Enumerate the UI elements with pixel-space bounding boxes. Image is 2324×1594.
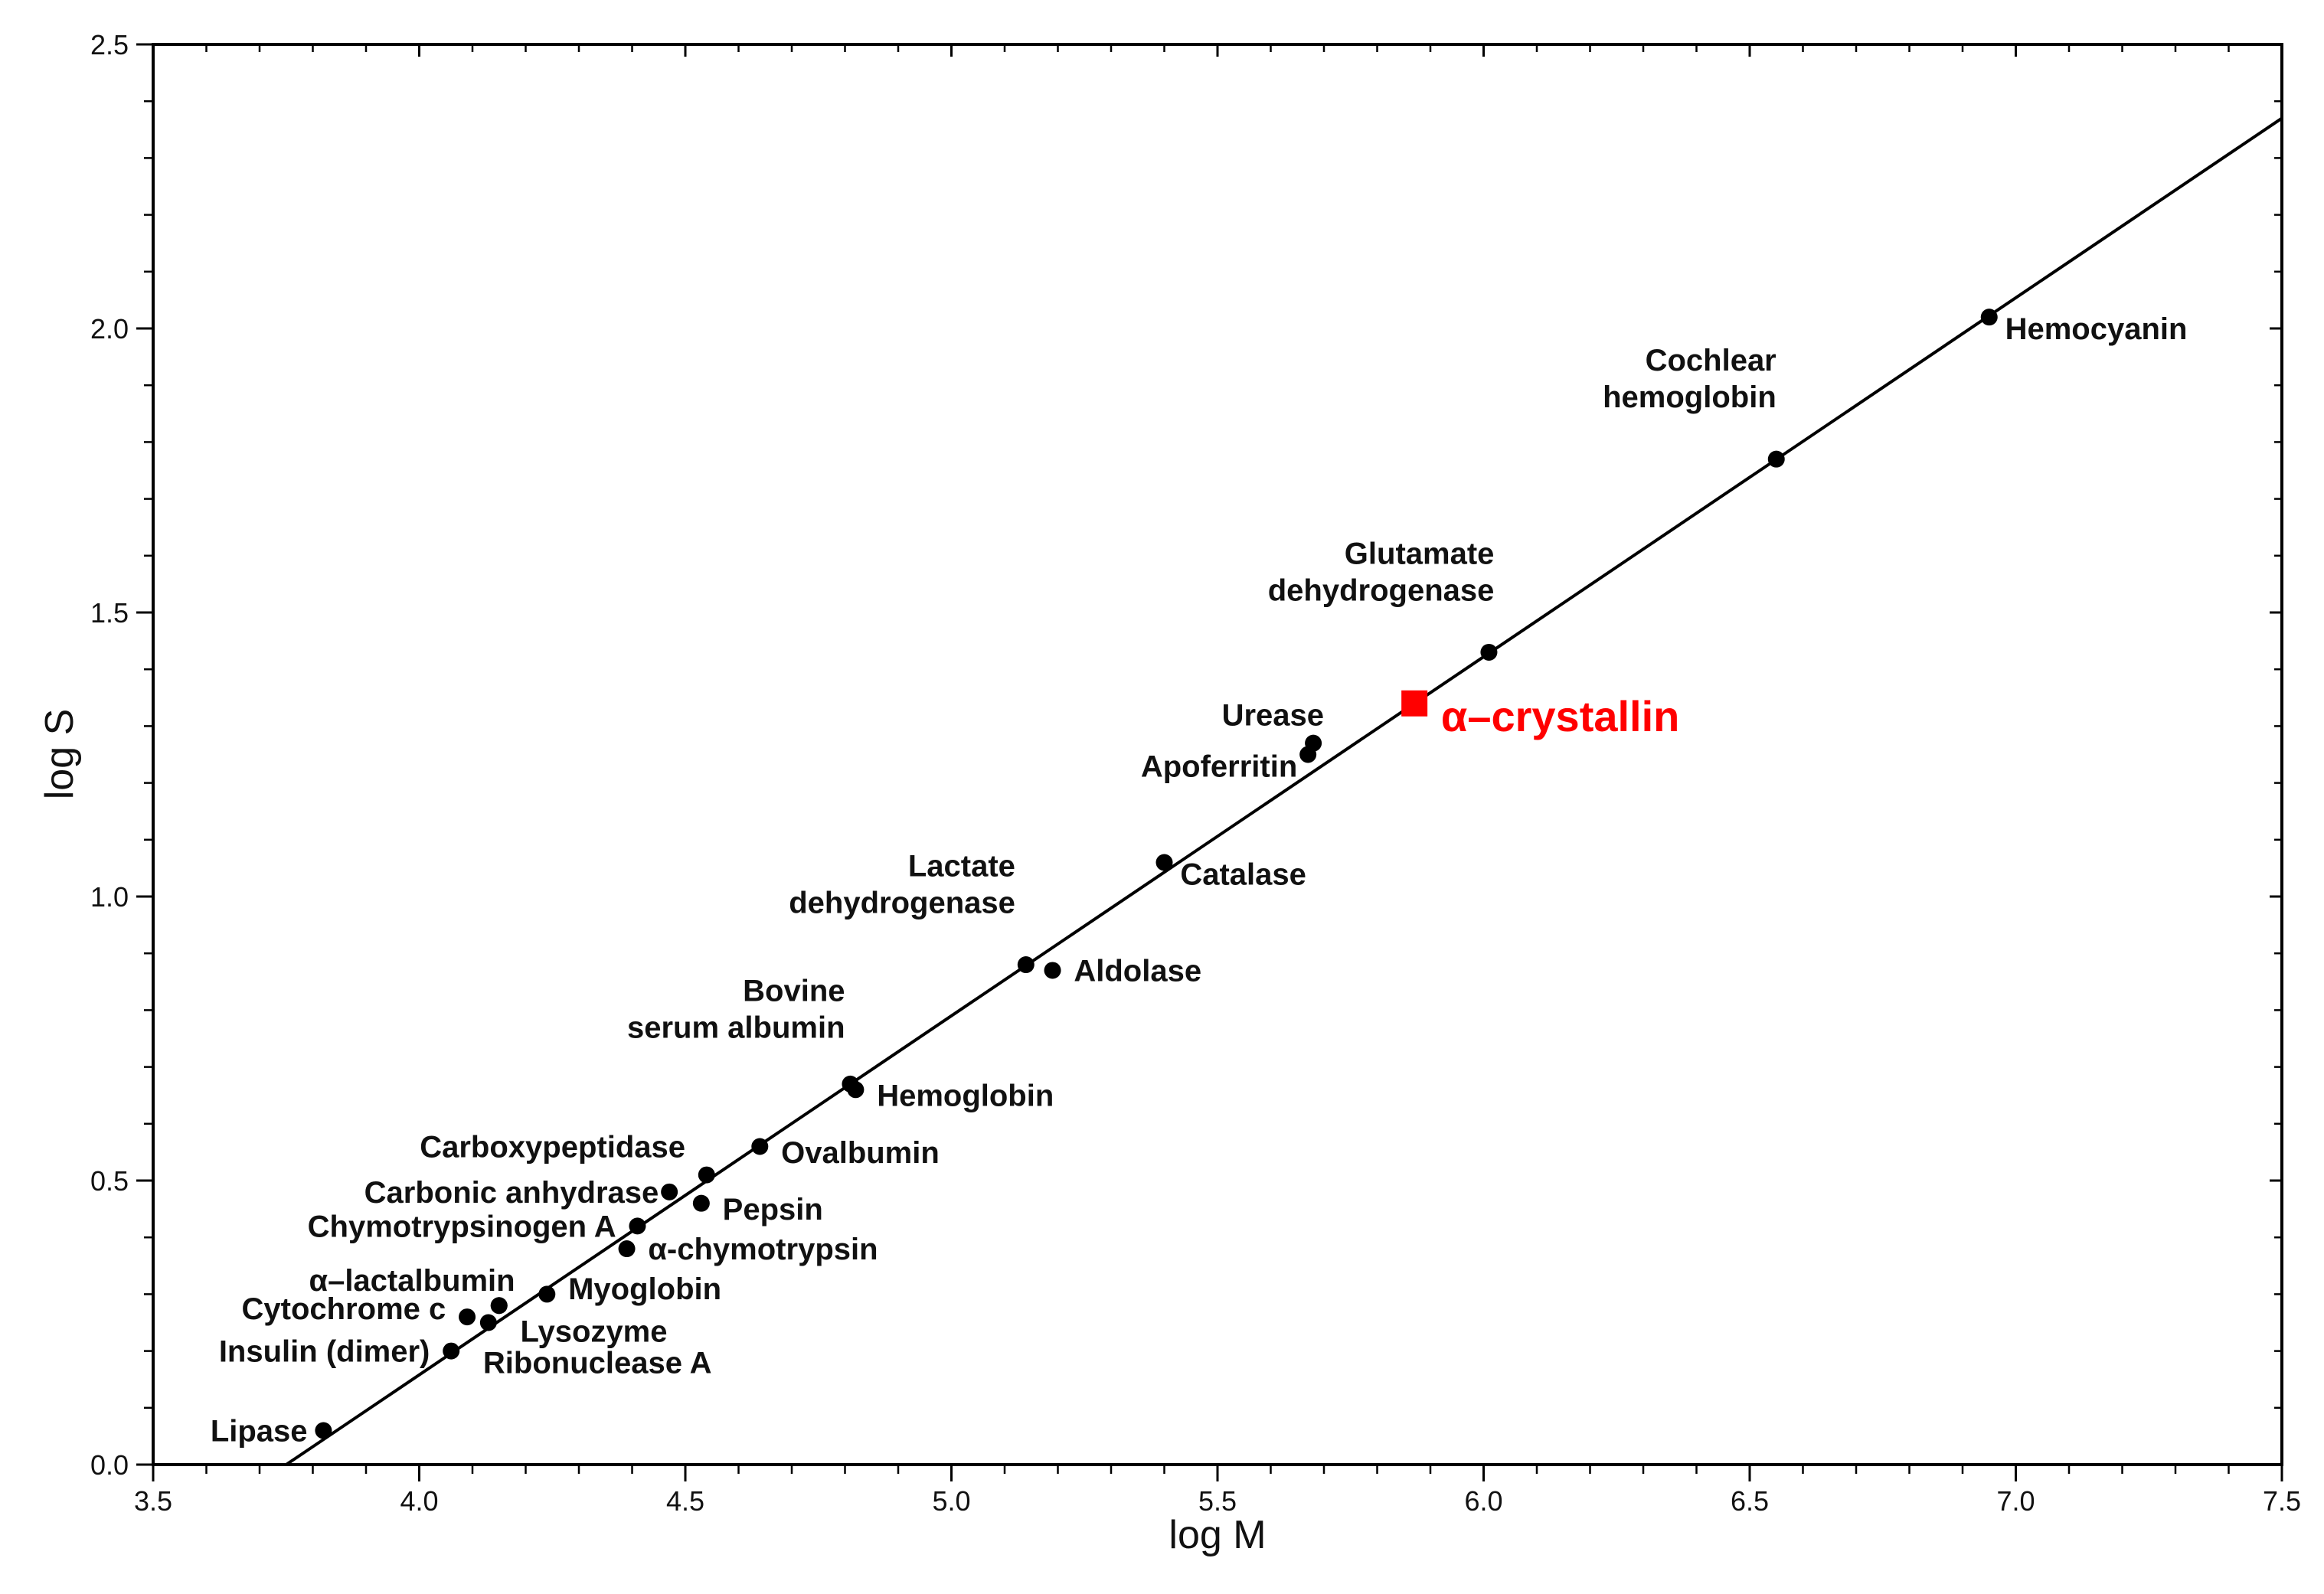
data-point (847, 1081, 865, 1099)
data-point (1480, 643, 1498, 661)
point-label: Cochlear (1646, 344, 1777, 377)
point-label: Catalase (1180, 857, 1306, 891)
axis-ticks: 3.5 4.0 4.5 5.0 5.5 6.0 6.5 7.0 7.5 0.0 0.5 1.0 1.5 2… (90, 29, 2301, 1517)
point-label: Carboxypeptidase (420, 1130, 685, 1164)
data-point (1017, 956, 1035, 974)
point-label: Urease (1222, 699, 1324, 733)
data-point (315, 1422, 332, 1439)
point-label: Apoferritin (1141, 750, 1297, 783)
point-label: Lipase (211, 1414, 308, 1448)
data-point (618, 1240, 636, 1258)
data-points (315, 309, 1998, 1439)
x-tick-label: 4.5 (666, 1485, 704, 1517)
data-point (538, 1285, 556, 1303)
highlight-label: α–crystallin (1441, 692, 1679, 740)
y-tick-label: 2.5 (90, 29, 129, 60)
point-label: serum albumin (627, 1011, 845, 1045)
x-tick-label: 5.0 (932, 1485, 970, 1517)
point-label: Bovine (743, 975, 845, 1008)
point-label: dehydrogenase (789, 886, 1015, 919)
point-label: Hemoglobin (877, 1080, 1054, 1113)
data-point (1767, 450, 1785, 468)
x-tick-label: 7.0 (1996, 1485, 2035, 1517)
point-label: Ribonuclease A (483, 1346, 712, 1380)
data-point (443, 1342, 460, 1360)
y-tick-label: 1.0 (90, 881, 129, 913)
point-label: hemoglobin (1603, 381, 1777, 414)
y-tick-label: 2.0 (90, 313, 129, 345)
x-tick-label: 4.0 (400, 1485, 438, 1517)
data-point (698, 1166, 715, 1184)
data-point (1155, 854, 1173, 871)
point-label: Glutamate (1345, 537, 1495, 570)
point-label: Insulin (dimer) (219, 1335, 430, 1369)
point-label: α–lactalbumin (309, 1264, 515, 1298)
data-point (479, 1314, 497, 1331)
point-label: α-chymotrypsin (648, 1233, 878, 1266)
data-point (1980, 309, 1998, 326)
data-point (459, 1308, 476, 1326)
data-point (490, 1297, 508, 1315)
x-tick-label: 6.0 (1464, 1485, 1502, 1517)
data-point (629, 1217, 646, 1235)
point-label: Hemocyanin (2005, 312, 2188, 346)
x-tick-label: 6.5 (1731, 1485, 1769, 1517)
x-tick-label: 3.5 (134, 1485, 172, 1517)
x-tick-label: 5.5 (1198, 1485, 1237, 1517)
fit-line (285, 116, 2283, 1466)
point-label: Carbonic anhydrase (364, 1176, 659, 1210)
point-label: Myoglobin (568, 1272, 721, 1306)
data-point (1305, 734, 1322, 752)
x-tick-label: 7.5 (2263, 1485, 2301, 1517)
point-label: Aldolase (1074, 954, 1201, 988)
data-point (661, 1183, 678, 1200)
data-point (751, 1138, 769, 1155)
highlight-square-marker (1401, 690, 1428, 717)
data-point (1044, 962, 1061, 979)
y-tick-label: 0.0 (90, 1449, 129, 1481)
fit-line-group (285, 116, 2283, 1466)
point-label: Ovalbumin (781, 1136, 940, 1170)
point-label: Lactate (908, 849, 1015, 883)
point-label: Lysozyme (521, 1315, 668, 1349)
point-label: dehydrogenase (1268, 573, 1495, 607)
point-label: Pepsin (723, 1193, 823, 1227)
point-label: Cytochrome c (242, 1292, 446, 1326)
y-axis-title: log S (38, 709, 82, 800)
y-tick-label: 0.5 (90, 1165, 129, 1197)
x-axis-title: log M (1169, 1513, 1266, 1557)
data-point (692, 1194, 710, 1212)
point-label: Chymotrypsinogen A (308, 1210, 616, 1243)
point-labels: Lipase Insulin (dimer) Cytochrome c Ribonuc… (211, 312, 2188, 1448)
y-tick-label: 1.5 (90, 597, 129, 629)
